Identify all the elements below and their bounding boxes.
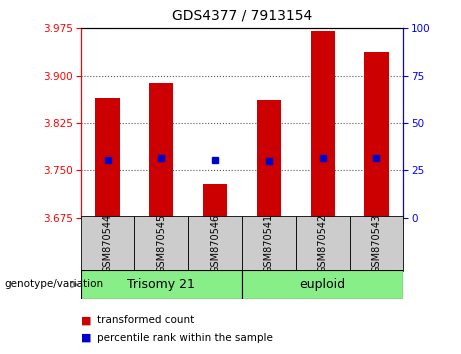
Text: percentile rank within the sample: percentile rank within the sample [97,333,273,343]
Bar [149,83,173,218]
Text: Trisomy 21: Trisomy 21 [127,278,195,291]
Bar [81,216,135,271]
Bar [257,100,281,218]
Bar [95,98,120,218]
Bar [135,216,188,271]
Text: GDS4377 / 7913154: GDS4377 / 7913154 [172,9,312,23]
Bar [203,184,227,218]
Bar [349,216,403,271]
Text: ■: ■ [81,315,91,325]
Text: GSM870541: GSM870541 [264,214,274,273]
Text: ■: ■ [81,333,91,343]
Bar [242,216,296,271]
Bar [81,270,242,299]
Text: euploid: euploid [300,278,346,291]
Text: GSM870545: GSM870545 [156,214,166,273]
Text: genotype/variation: genotype/variation [5,279,104,289]
Text: GSM870542: GSM870542 [318,214,328,273]
Bar [188,216,242,271]
Bar [364,52,389,218]
Text: GSM870544: GSM870544 [102,214,112,273]
Text: transformed count: transformed count [97,315,194,325]
Text: GSM870543: GSM870543 [372,214,382,273]
Text: GSM870546: GSM870546 [210,214,220,273]
Bar [296,216,349,271]
Bar [311,32,335,218]
Bar [242,270,403,299]
